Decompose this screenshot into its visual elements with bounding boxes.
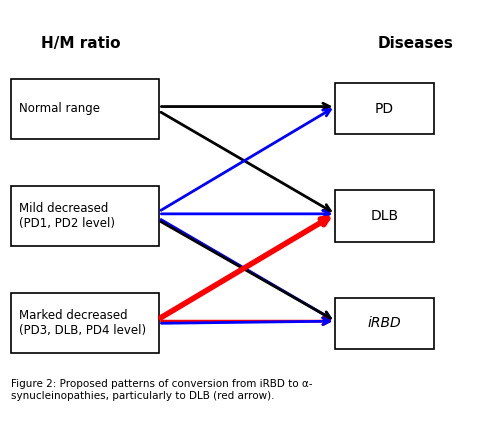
Text: PD: PD — [375, 102, 394, 116]
FancyBboxPatch shape — [335, 298, 434, 349]
FancyBboxPatch shape — [335, 190, 434, 242]
Text: Figure 2: Proposed patterns of conversion from iRBD to α-
synucleinopathies, par: Figure 2: Proposed patterns of conversio… — [11, 379, 313, 401]
Text: Diseases: Diseases — [377, 36, 453, 51]
Text: DLB: DLB — [370, 209, 399, 223]
FancyBboxPatch shape — [11, 186, 159, 246]
Text: Normal range: Normal range — [19, 102, 100, 115]
Text: Mild decreased
(PD1, PD2 level): Mild decreased (PD1, PD2 level) — [19, 202, 115, 230]
Text: iRBD: iRBD — [368, 316, 401, 330]
Text: Marked decreased
(PD3, DLB, PD4 level): Marked decreased (PD3, DLB, PD4 level) — [19, 309, 146, 337]
FancyBboxPatch shape — [335, 83, 434, 134]
FancyBboxPatch shape — [11, 79, 159, 139]
Text: H/M ratio: H/M ratio — [41, 36, 120, 51]
FancyBboxPatch shape — [11, 293, 159, 353]
